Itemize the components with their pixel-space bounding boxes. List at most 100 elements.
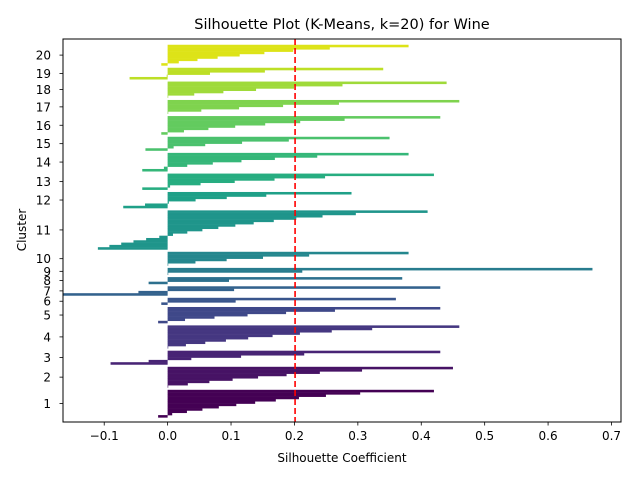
silhouette-bar (167, 398, 276, 402)
x-tick-label: 0.2 (285, 429, 304, 443)
silhouette-bar (167, 102, 339, 105)
silhouette-bar (159, 235, 168, 239)
cluster-7-silhouette (63, 286, 441, 296)
silhouette-bar (167, 375, 259, 379)
silhouette-bar (167, 81, 447, 85)
y-tick-label: 8 (43, 274, 51, 288)
silhouette-bar (167, 194, 267, 197)
silhouette-bar (167, 346, 169, 349)
silhouette-bar (167, 403, 237, 407)
silhouette-bar (167, 286, 441, 289)
silhouette-bar (167, 270, 303, 273)
silhouette-bar (167, 371, 320, 374)
silhouette-bar (167, 164, 188, 167)
silhouette-bar (161, 302, 168, 305)
silhouette-bar (167, 316, 215, 319)
silhouette-bar (167, 143, 206, 147)
silhouette-bar (167, 95, 169, 98)
silhouette-bar (167, 380, 210, 384)
silhouette-bar (167, 104, 284, 108)
x-tick-label: 0.7 (602, 429, 621, 443)
silhouette-bar (167, 396, 299, 400)
silhouette-bar (167, 332, 300, 335)
x-tick-label: 0.4 (412, 429, 431, 443)
silhouette-bar (167, 221, 254, 225)
cluster-1-silhouette (158, 389, 434, 418)
cluster-19-silhouette (129, 67, 384, 80)
silhouette-bar (167, 258, 227, 262)
silhouette-bar (167, 136, 390, 140)
x-tick-label: 0.1 (221, 429, 240, 443)
silhouette-bar (167, 90, 224, 94)
silhouette-bar (167, 350, 441, 354)
silhouette-bar (167, 410, 187, 414)
silhouette-bar (167, 277, 403, 280)
silhouette-bar (167, 228, 203, 232)
silhouette-bar (167, 401, 256, 404)
silhouette-bar (167, 217, 297, 220)
cluster-15-silhouette (145, 136, 390, 151)
silhouette-bar (167, 405, 219, 409)
silhouette-bar (167, 355, 242, 358)
cluster-12-silhouette (123, 191, 352, 209)
x-tick-label: 0.5 (475, 429, 494, 443)
y-tick-label: 6 (43, 295, 51, 309)
silhouette-bar (133, 240, 168, 243)
silhouette-bar (158, 320, 168, 324)
silhouette-bar (167, 116, 441, 119)
silhouette-bar (163, 166, 168, 170)
x-axis: −0.1 0.0 0.1 0.2 0.3 0.4 0.5 0.6 0.7 (90, 422, 621, 443)
y-tick-label: 15 (36, 137, 51, 151)
silhouette-bar (167, 53, 240, 57)
silhouette-bar (167, 334, 273, 338)
silhouette-bar (167, 210, 428, 213)
silhouette-bar (146, 237, 168, 241)
silhouette-bar (167, 109, 202, 112)
y-tick-label: 13 (36, 175, 51, 189)
y-tick-label: 20 (36, 49, 51, 63)
silhouette-bar (167, 88, 257, 92)
silhouette-bar (167, 162, 213, 165)
silhouette-bar (167, 155, 318, 158)
silhouette-bar (167, 198, 196, 202)
silhouette-bar (167, 267, 593, 271)
silhouette-bar (167, 120, 301, 124)
silhouette-bar (148, 359, 168, 363)
silhouette-bar (166, 74, 168, 78)
silhouette-bar (167, 311, 287, 315)
silhouette-bar (167, 214, 323, 218)
silhouette-bar (167, 139, 289, 142)
silhouette-bar (167, 60, 179, 64)
silhouette-bar (167, 145, 174, 149)
chart-title: Silhouette Plot (K-Means, k=20) for Wine (194, 17, 489, 33)
silhouette-bar (167, 111, 169, 115)
silhouette-bar (167, 173, 434, 177)
silhouette-bar (167, 327, 373, 331)
silhouette-bar (167, 219, 274, 223)
silhouette-bar (158, 415, 168, 418)
silhouette-bar (167, 366, 453, 370)
x-tick-label: 0.3 (348, 429, 367, 443)
y-tick-label: 19 (36, 67, 51, 81)
silhouette-bars (63, 44, 593, 418)
plot-area (62, 38, 622, 423)
silhouette-bar (167, 309, 335, 312)
silhouette-bar (167, 256, 264, 259)
silhouette-bar (121, 242, 168, 246)
silhouette-bar (167, 56, 218, 59)
silhouette-bar (167, 231, 188, 234)
silhouette-bar (167, 182, 201, 186)
silhouette-bar (167, 272, 169, 276)
y-tick-label: 2 (43, 371, 51, 385)
silhouette-bar (167, 125, 236, 128)
silhouette-bar (97, 247, 168, 250)
silhouette-bar (167, 122, 266, 126)
x-tick-label: 0.0 (158, 429, 177, 443)
silhouette-bar (167, 412, 173, 416)
silhouette-bar (167, 175, 326, 179)
silhouette-bar (167, 49, 294, 52)
silhouette-bar (167, 325, 460, 328)
silhouette-bar (167, 369, 363, 372)
silhouette-bar (167, 254, 310, 257)
